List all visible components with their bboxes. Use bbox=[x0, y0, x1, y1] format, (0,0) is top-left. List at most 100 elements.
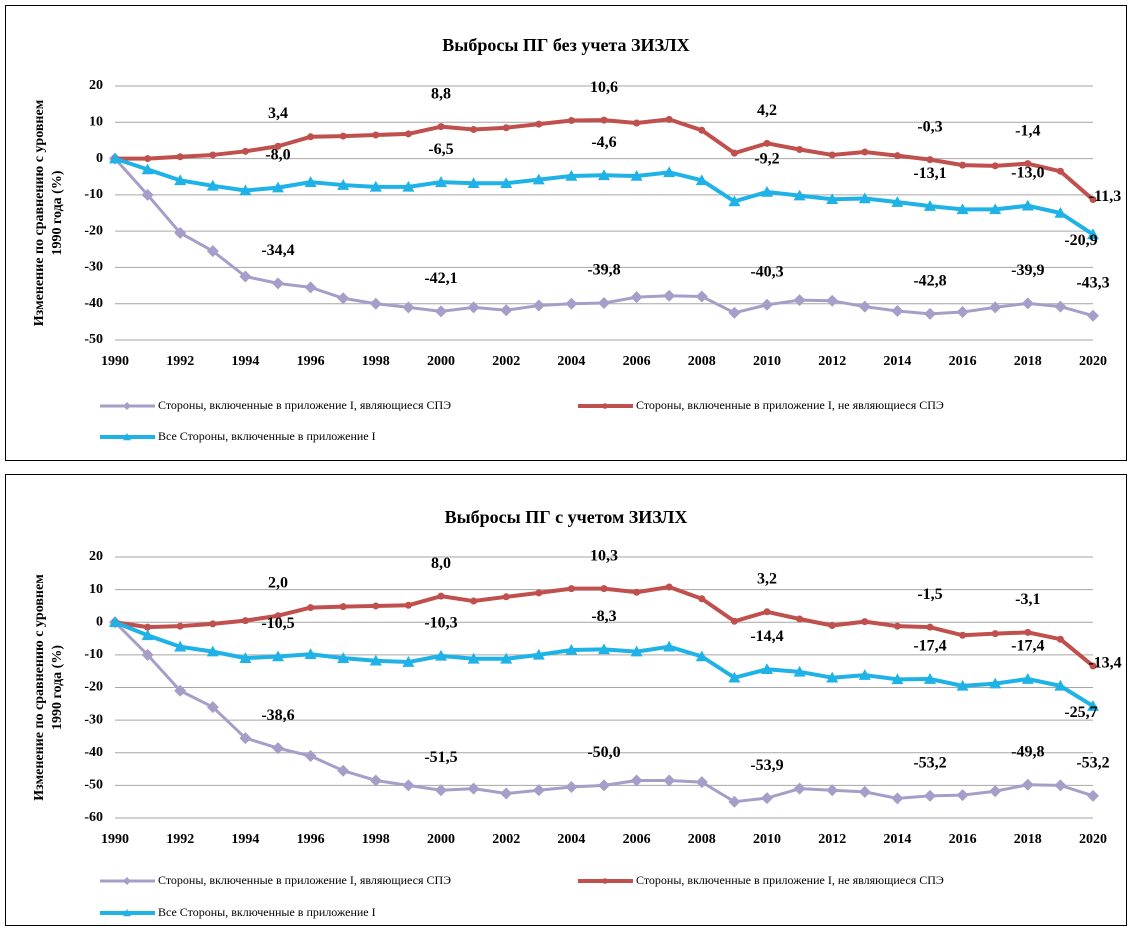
x-tick-label: 2006 bbox=[623, 354, 651, 369]
marker bbox=[502, 124, 510, 132]
x-tick-label: 2016 bbox=[949, 832, 977, 847]
marker bbox=[1021, 297, 1034, 310]
x-tick-label: 2010 bbox=[753, 832, 781, 847]
marker bbox=[435, 649, 447, 661]
x-tick-label: 1992 bbox=[166, 832, 194, 847]
y-tick-label: -30 bbox=[84, 712, 103, 727]
data-label: -10,5 bbox=[261, 615, 294, 632]
marker bbox=[858, 785, 871, 798]
y-tick-label: 0 bbox=[96, 151, 103, 166]
marker bbox=[924, 789, 936, 802]
data-label: -9,2 bbox=[754, 151, 779, 168]
marker bbox=[730, 149, 738, 157]
marker bbox=[274, 142, 282, 150]
marker bbox=[565, 169, 578, 181]
marker bbox=[956, 789, 969, 802]
marker bbox=[174, 226, 187, 239]
marker bbox=[272, 277, 284, 290]
marker bbox=[728, 671, 741, 683]
marker bbox=[307, 133, 315, 141]
data-label: 3,4 bbox=[268, 105, 288, 122]
marker bbox=[435, 176, 447, 187]
marker bbox=[467, 652, 480, 664]
marker bbox=[858, 669, 871, 680]
marker bbox=[206, 245, 219, 258]
marker bbox=[893, 152, 901, 160]
marker bbox=[304, 750, 317, 763]
marker bbox=[763, 608, 771, 616]
marker bbox=[109, 152, 121, 164]
x-tick-label: 1992 bbox=[166, 354, 194, 369]
legend-marker bbox=[602, 878, 608, 884]
marker bbox=[600, 585, 608, 593]
marker bbox=[239, 270, 252, 283]
x-tick-label: 2012 bbox=[818, 354, 846, 369]
legend-label: Стороны, включенные в приложение I, не я… bbox=[636, 398, 944, 412]
y-axis-label: Изменение по сравнению с уровнем bbox=[32, 99, 47, 326]
chart-title: Выбросы ПГ с учетом ЗИЗЛХ bbox=[445, 507, 688, 527]
marker bbox=[893, 622, 901, 630]
marker bbox=[532, 784, 545, 797]
chart-frame bbox=[5, 474, 1127, 926]
marker bbox=[695, 290, 708, 303]
marker bbox=[339, 603, 347, 611]
marker bbox=[991, 630, 999, 638]
marker bbox=[369, 297, 382, 310]
marker bbox=[467, 177, 480, 189]
marker bbox=[989, 677, 1002, 689]
marker bbox=[435, 784, 447, 797]
legend-marker bbox=[602, 403, 608, 409]
marker bbox=[272, 650, 284, 662]
marker bbox=[206, 179, 219, 191]
marker bbox=[796, 615, 804, 623]
marker bbox=[793, 189, 806, 201]
marker bbox=[337, 764, 350, 777]
marker bbox=[176, 153, 184, 161]
data-label: -40,3 bbox=[750, 263, 783, 280]
marker bbox=[565, 643, 578, 655]
x-tick-label: 2020 bbox=[1079, 354, 1107, 369]
marker bbox=[304, 176, 317, 187]
x-tick-label: 2016 bbox=[949, 354, 977, 369]
y-tick-label: -50 bbox=[84, 778, 103, 793]
data-label: -42,1 bbox=[424, 270, 457, 287]
data-label: -43,3 bbox=[1076, 274, 1109, 291]
marker bbox=[924, 673, 936, 684]
data-label: -42,8 bbox=[913, 273, 946, 290]
x-tick-label: 1990 bbox=[101, 832, 129, 847]
x-tick-label: 2012 bbox=[818, 832, 846, 847]
data-label: -34,4 bbox=[261, 242, 294, 259]
y-axis-label: 1990 года (%) bbox=[50, 645, 65, 730]
marker bbox=[858, 300, 871, 313]
x-tick-label: 2008 bbox=[688, 354, 716, 369]
x-tick-label: 2020 bbox=[1079, 832, 1107, 847]
marker bbox=[470, 597, 478, 605]
marker bbox=[369, 654, 382, 666]
marker bbox=[535, 120, 543, 128]
data-label: -17,4 bbox=[1011, 638, 1044, 655]
marker bbox=[695, 776, 708, 789]
marker bbox=[372, 131, 380, 139]
marker bbox=[1089, 196, 1097, 204]
marker bbox=[959, 631, 967, 639]
marker bbox=[630, 291, 643, 304]
marker bbox=[633, 588, 641, 596]
marker bbox=[437, 123, 445, 131]
marker bbox=[500, 177, 513, 189]
data-label: -14,4 bbox=[750, 628, 783, 645]
data-label: -51,5 bbox=[424, 749, 457, 766]
marker bbox=[956, 679, 969, 691]
series bbox=[109, 616, 1099, 711]
chart-title: Выбросы ПГ без учета ЗИЗЛХ bbox=[442, 35, 689, 55]
marker bbox=[500, 652, 513, 664]
marker bbox=[926, 156, 934, 164]
data-label: -6,5 bbox=[428, 141, 453, 158]
marker bbox=[239, 732, 252, 745]
x-tick-label: 2002 bbox=[492, 354, 520, 369]
marker bbox=[532, 299, 545, 312]
marker bbox=[1087, 309, 1099, 322]
marker bbox=[1056, 167, 1064, 175]
marker bbox=[339, 132, 347, 140]
x-tick-label: 2014 bbox=[883, 832, 911, 847]
